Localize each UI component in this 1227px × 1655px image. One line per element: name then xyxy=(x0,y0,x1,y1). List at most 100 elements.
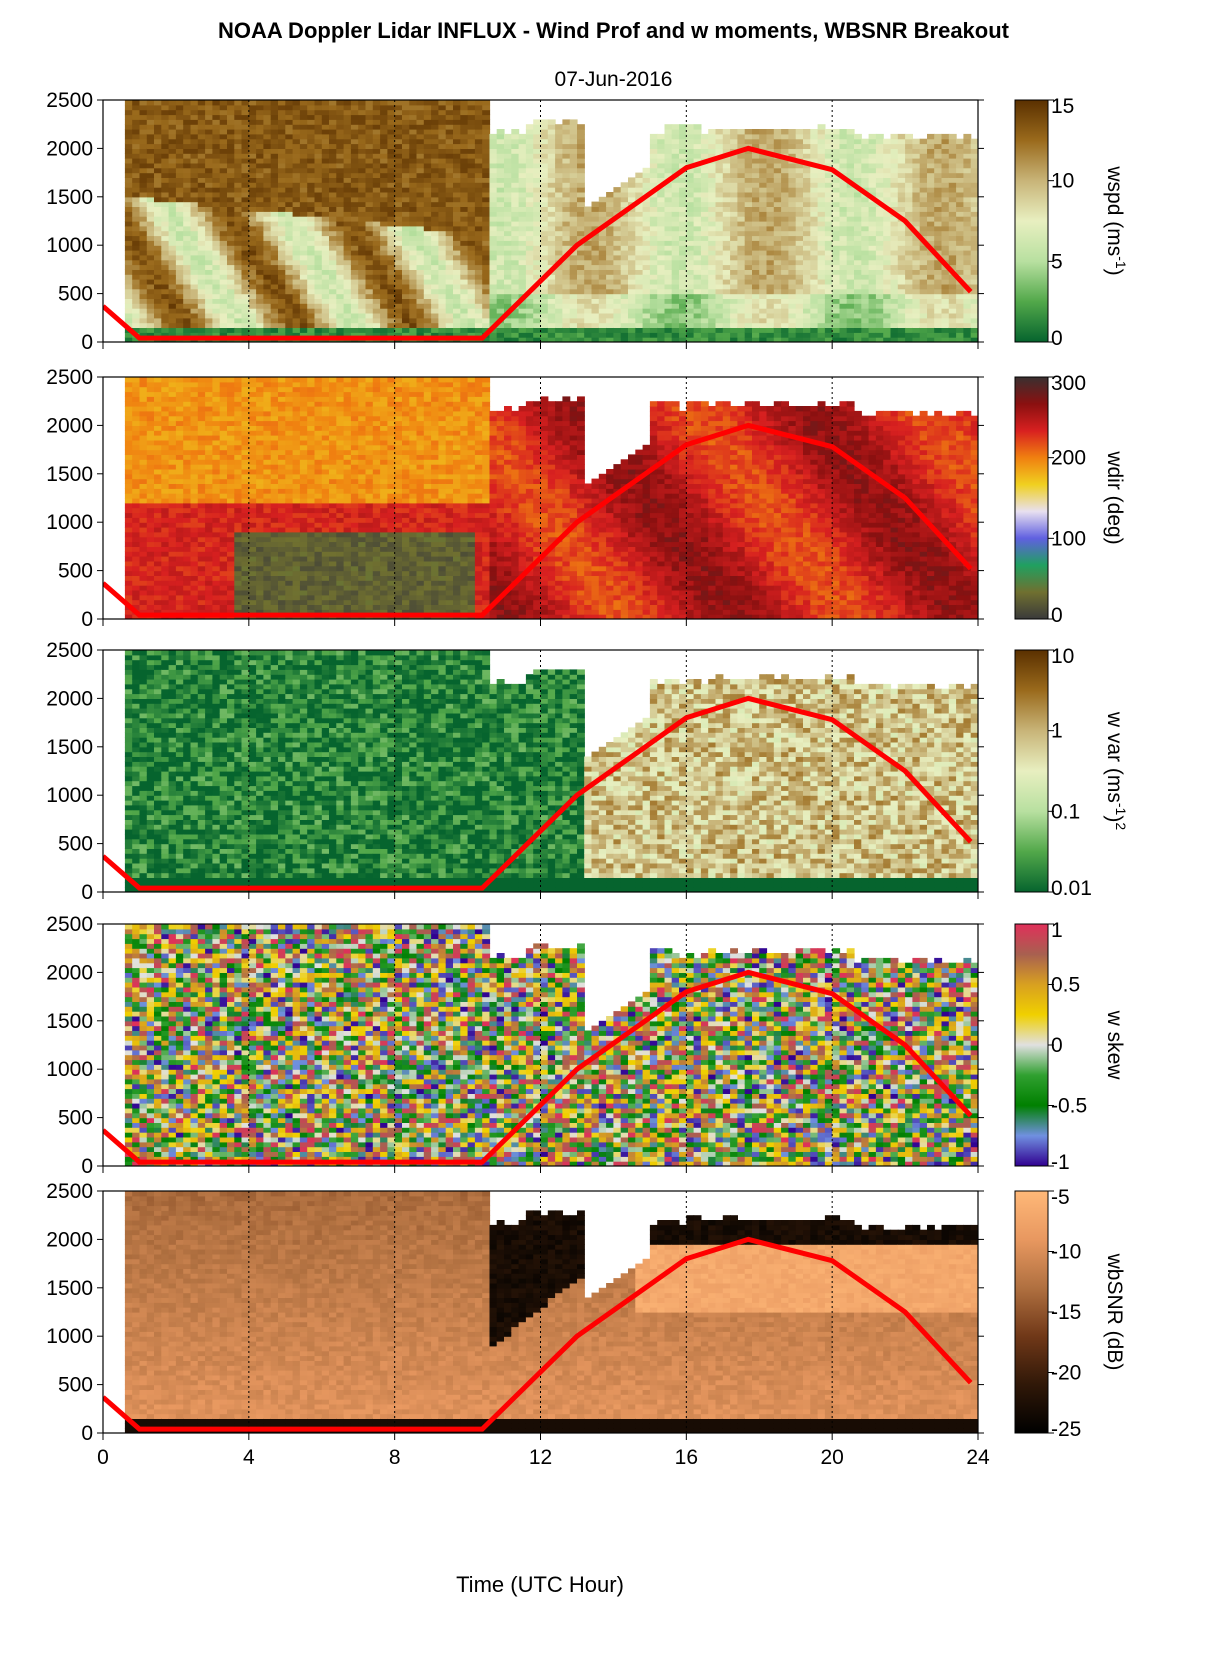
heatmap-cell xyxy=(314,250,323,256)
heatmap-cell xyxy=(883,288,892,295)
heatmap-cell xyxy=(533,332,542,338)
heatmap-cell xyxy=(766,172,775,178)
heatmap-cell xyxy=(285,109,294,116)
heatmap-cell xyxy=(438,182,447,188)
heatmap-cell xyxy=(168,283,177,290)
heatmap-cell xyxy=(350,254,359,261)
heatmap-cell xyxy=(533,303,542,309)
heatmap-cell xyxy=(124,133,133,140)
heatmap-cell xyxy=(146,167,155,174)
heatmap-cell xyxy=(467,308,476,314)
heatmap-cell xyxy=(416,230,425,237)
heatmap-cell xyxy=(409,259,418,266)
heatmap-cell xyxy=(591,337,600,342)
heatmap-cell xyxy=(387,298,396,304)
heatmap-cell xyxy=(278,133,286,140)
heatmap-cell xyxy=(146,245,155,251)
heatmap-cell xyxy=(402,264,410,270)
heatmap-cell xyxy=(613,250,622,256)
heatmap-cell xyxy=(467,206,476,212)
heatmap-cell xyxy=(591,308,600,314)
heatmap-cell xyxy=(839,245,848,251)
heatmap-cell xyxy=(679,216,687,222)
heatmap-cell xyxy=(693,138,702,145)
heatmap-cell xyxy=(343,322,352,328)
heatmap-cell xyxy=(620,288,629,295)
heatmap-cell xyxy=(292,283,301,290)
heatmap-cell xyxy=(124,250,133,256)
heatmap-cell xyxy=(227,317,235,324)
heatmap-cell xyxy=(890,172,899,178)
heatmap-cell xyxy=(161,235,170,241)
heatmap-cell xyxy=(722,332,731,338)
heatmap-cell xyxy=(467,283,476,290)
heatmap-cell xyxy=(299,327,308,333)
heatmap-cell xyxy=(402,332,410,338)
heatmap-cell xyxy=(810,250,819,256)
heatmap-cell xyxy=(555,317,563,324)
heatmap-cell xyxy=(474,119,483,125)
heatmap-cell xyxy=(642,182,651,188)
heatmap-cell xyxy=(525,322,534,328)
heatmap-cell xyxy=(905,308,913,314)
heatmap-cell xyxy=(453,153,461,159)
heatmap-cell xyxy=(124,337,133,342)
heatmap-cell xyxy=(547,327,556,333)
heatmap-cell xyxy=(868,235,877,241)
heatmap-cell xyxy=(781,206,789,212)
heatmap-cell xyxy=(409,192,418,198)
heatmap-cell xyxy=(336,308,345,314)
heatmap-cell xyxy=(365,269,374,275)
heatmap-cell xyxy=(292,196,301,203)
heatmap-cell xyxy=(540,162,549,169)
heatmap-cell xyxy=(671,177,680,183)
heatmap-cell xyxy=(161,250,170,256)
heatmap-cell xyxy=(708,259,717,266)
heatmap-cell xyxy=(511,322,520,328)
heatmap-cell xyxy=(372,225,381,232)
heatmap-cell xyxy=(781,332,789,338)
heatmap-cell xyxy=(730,162,738,169)
heatmap-cell xyxy=(730,308,738,314)
heatmap-cell xyxy=(423,274,432,280)
heatmap-cell xyxy=(795,313,804,319)
heatmap-cell xyxy=(613,303,622,309)
heatmap-cell xyxy=(671,225,680,232)
heatmap-cell xyxy=(212,216,221,222)
heatmap-cell xyxy=(708,182,717,188)
heatmap-cell xyxy=(234,114,243,120)
heatmap-cell xyxy=(679,245,687,251)
heatmap-cell xyxy=(205,182,213,188)
heatmap-cell xyxy=(766,254,775,261)
heatmap-cell xyxy=(504,206,512,212)
heatmap-cell xyxy=(730,230,738,237)
heatmap-cell xyxy=(387,332,396,338)
heatmap-cell xyxy=(708,313,717,319)
heatmap-cell xyxy=(365,153,374,159)
heatmap-cell xyxy=(912,322,921,328)
heatmap-cell xyxy=(781,279,789,285)
heatmap-cell xyxy=(525,308,534,314)
heatmap-cell xyxy=(445,235,454,241)
heatmap-cell xyxy=(511,313,520,319)
heatmap-cell xyxy=(693,303,702,309)
heatmap-cell xyxy=(489,240,498,246)
heatmap-cell xyxy=(649,172,658,178)
heatmap-cell xyxy=(832,196,841,203)
heatmap-cell xyxy=(387,138,396,145)
heatmap-cell xyxy=(773,182,782,188)
heatmap-cell xyxy=(679,196,687,203)
heatmap-cell xyxy=(883,177,892,183)
heatmap-cell xyxy=(321,327,330,333)
heatmap-cell xyxy=(234,177,243,183)
heatmap-cell xyxy=(679,148,687,154)
heatmap-cell xyxy=(832,138,841,145)
heatmap-cell xyxy=(810,201,819,207)
heatmap-cell xyxy=(299,235,308,241)
heatmap-cell xyxy=(438,148,447,154)
heatmap-cell xyxy=(168,259,177,266)
heatmap-cell xyxy=(336,133,345,140)
heatmap-cell xyxy=(256,327,264,333)
heatmap-cell xyxy=(205,206,213,212)
heatmap-cell xyxy=(635,172,644,178)
